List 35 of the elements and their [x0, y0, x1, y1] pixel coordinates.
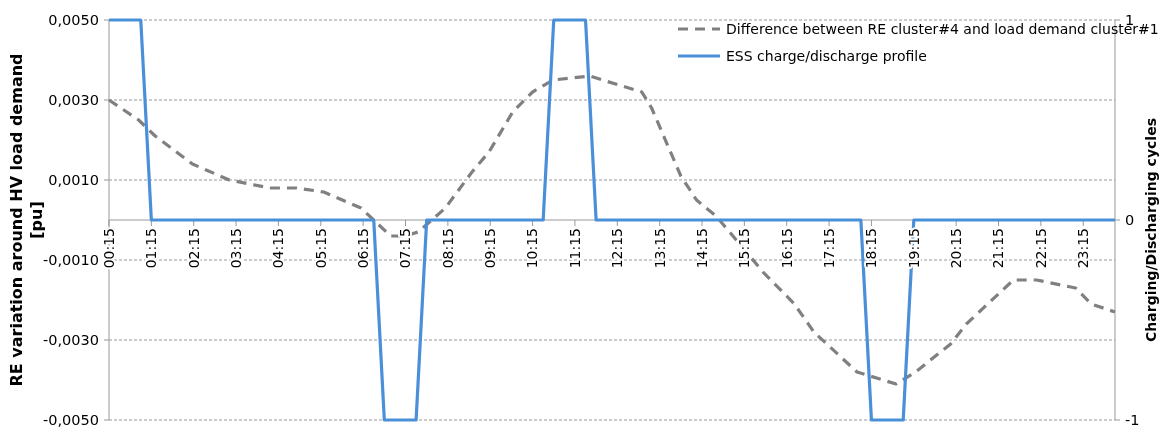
x-tick-label: 05:15 — [312, 228, 329, 269]
x-tick-label: 02:15 — [185, 228, 202, 269]
y-tick-label: -0,0010 — [43, 252, 99, 269]
x-tick-label: 18:15 — [863, 228, 880, 269]
x-tick-label: 16:15 — [778, 228, 795, 269]
x-tick-label: 19:15 — [905, 228, 922, 269]
y2-axis-title: Charging/Discharging cycles — [1143, 118, 1159, 342]
x-tick-label: 20:15 — [948, 228, 965, 269]
x-tick-label: 00:15 — [100, 228, 117, 269]
x-tick-label: 23:15 — [1075, 228, 1092, 269]
x-tick-label: 04:15 — [270, 228, 287, 269]
y-axis-title: RE variation around HV load demand [pu] — [7, 53, 46, 387]
legend-label: ESS charge/discharge profile — [726, 47, 927, 64]
x-tick-label: 08:15 — [439, 228, 456, 269]
x-tick-label: 03:15 — [227, 228, 244, 269]
x-tick-label: 15:15 — [736, 228, 753, 269]
y-tick-label: 0,0050 — [48, 12, 99, 29]
x-tick-label: 07:15 — [397, 228, 414, 269]
y2-tick-label: 0 — [1125, 212, 1135, 229]
x-tick-label: 22:15 — [1032, 228, 1049, 269]
x-tick-label: 01:15 — [143, 228, 160, 269]
y-tick-label: 0,0010 — [48, 172, 99, 189]
x-tick-label: 10:15 — [524, 228, 541, 269]
x-tick-label: 14:15 — [693, 228, 710, 269]
x-tick-label: 13:15 — [651, 228, 668, 269]
x-tick-label: 09:15 — [482, 228, 499, 269]
y-tick-label: 0,0030 — [48, 92, 99, 109]
x-tick-label: 17:15 — [820, 228, 837, 269]
y2-tick-label: -1 — [1125, 412, 1140, 429]
x-tick-label: 06:15 — [355, 228, 372, 269]
x-tick-label: 11:15 — [566, 228, 583, 269]
y-tick-label: -0,0050 — [43, 412, 99, 429]
x-tick-label: 21:15 — [990, 228, 1007, 269]
x-tick-label: 12:15 — [609, 228, 626, 269]
y-tick-label: -0,0030 — [43, 332, 99, 349]
